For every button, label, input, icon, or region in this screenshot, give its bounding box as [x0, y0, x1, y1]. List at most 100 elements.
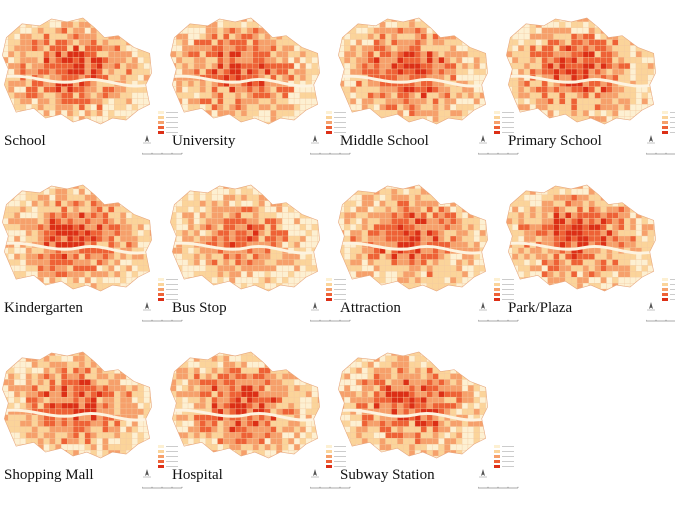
- map-title: Subway Station: [340, 466, 435, 484]
- legend-swatch: [326, 131, 332, 134]
- north-arrow-icon: [142, 301, 152, 313]
- legend-swatch: [494, 288, 500, 291]
- map-panel: Park/Plaza: [504, 177, 672, 340]
- map-title: Park/Plaza: [508, 299, 572, 317]
- legend-swatch: [326, 116, 332, 119]
- legend-swatch: [494, 111, 500, 114]
- north-arrow-icon: [646, 301, 656, 313]
- legend-swatch: [494, 445, 500, 448]
- map-legend: [662, 273, 675, 302]
- choropleth-map: [338, 16, 488, 124]
- north-arrow-icon: [478, 468, 488, 480]
- choropleth-map: [170, 16, 320, 124]
- legend-swatch: [158, 131, 164, 134]
- map-panel: Primary School: [504, 10, 672, 173]
- choropleth-map: [170, 183, 320, 291]
- legend-swatch: [158, 465, 164, 468]
- map-title: School: [4, 132, 46, 150]
- legend-swatch: [158, 126, 164, 129]
- map-panel: Kindergarten: [0, 177, 168, 340]
- legend-swatch: [662, 293, 668, 296]
- legend-swatch: [494, 298, 500, 301]
- legend-swatch: [326, 455, 332, 458]
- legend-swatch: [326, 126, 332, 129]
- legend-swatch: [158, 121, 164, 124]
- legend-swatch: [494, 126, 500, 129]
- map-panel: School: [0, 10, 168, 173]
- map-title: Bus Stop: [172, 299, 227, 317]
- north-arrow-icon: [310, 301, 320, 313]
- legend-swatch: [326, 288, 332, 291]
- legend-swatch: [662, 283, 668, 286]
- map-panel: Subway Station: [336, 344, 504, 507]
- map-legend: [662, 106, 675, 135]
- legend-swatch: [662, 126, 668, 129]
- choropleth-map: [338, 183, 488, 291]
- map-title: Primary School: [508, 132, 602, 150]
- legend-swatch: [494, 283, 500, 286]
- choropleth-map: [2, 350, 152, 458]
- legend-swatch: [326, 283, 332, 286]
- map-panel: Bus Stop: [168, 177, 336, 340]
- legend-row: [662, 297, 675, 302]
- legend-swatch: [494, 465, 500, 468]
- legend-swatch: [494, 460, 500, 463]
- legend-swatch: [662, 298, 668, 301]
- map-title: Attraction: [340, 299, 401, 317]
- legend-swatch: [662, 288, 668, 291]
- legend-swatch: [158, 455, 164, 458]
- legend-swatch: [662, 131, 668, 134]
- north-arrow-icon: [478, 134, 488, 146]
- legend-swatch: [326, 278, 332, 281]
- legend-swatch: [662, 116, 668, 119]
- map-figure-grid: School University Middle School Primary Sch…: [0, 0, 675, 490]
- legend-swatch: [158, 445, 164, 448]
- choropleth-map: [506, 16, 656, 124]
- legend-swatch: [326, 460, 332, 463]
- legend-swatch: [494, 455, 500, 458]
- map-panel: University: [168, 10, 336, 173]
- north-arrow-icon: [142, 134, 152, 146]
- map-panel: Middle School: [336, 10, 504, 173]
- choropleth-map: [338, 350, 488, 458]
- north-arrow-icon: [478, 301, 488, 313]
- legend-swatch: [662, 121, 668, 124]
- legend-swatch: [158, 298, 164, 301]
- legend-row: [662, 130, 675, 135]
- legend-swatch: [158, 460, 164, 463]
- north-arrow-icon: [142, 468, 152, 480]
- legend-swatch: [158, 450, 164, 453]
- legend-swatch: [494, 293, 500, 296]
- choropleth-map: [2, 183, 152, 291]
- map-legend: [494, 440, 520, 469]
- legend-swatch: [158, 116, 164, 119]
- legend-swatch: [326, 121, 332, 124]
- legend-swatch: [494, 450, 500, 453]
- scale-bar: [646, 152, 675, 156]
- legend-swatch: [158, 288, 164, 291]
- legend-swatch: [158, 278, 164, 281]
- legend-swatch: [158, 293, 164, 296]
- map-panel: Shopping Mall: [0, 344, 168, 507]
- choropleth-map: [170, 350, 320, 458]
- legend-swatch: [662, 111, 668, 114]
- legend-swatch: [326, 293, 332, 296]
- scale-bar: [646, 319, 675, 323]
- north-arrow-icon: [310, 468, 320, 480]
- map-title: University: [172, 132, 235, 150]
- legend-swatch: [326, 111, 332, 114]
- map-title: Hospital: [172, 466, 223, 484]
- legend-row: [494, 464, 520, 469]
- map-title: Middle School: [340, 132, 429, 150]
- legend-swatch: [494, 121, 500, 124]
- map-title: Shopping Mall: [4, 466, 94, 484]
- legend-swatch: [326, 445, 332, 448]
- legend-swatch: [662, 278, 668, 281]
- legend-swatch: [326, 465, 332, 468]
- legend-swatch: [158, 111, 164, 114]
- map-panel: Hospital: [168, 344, 336, 507]
- scale-bar: [478, 486, 522, 490]
- map-title: Kindergarten: [4, 299, 83, 317]
- choropleth-map: [2, 16, 152, 124]
- legend-swatch: [158, 283, 164, 286]
